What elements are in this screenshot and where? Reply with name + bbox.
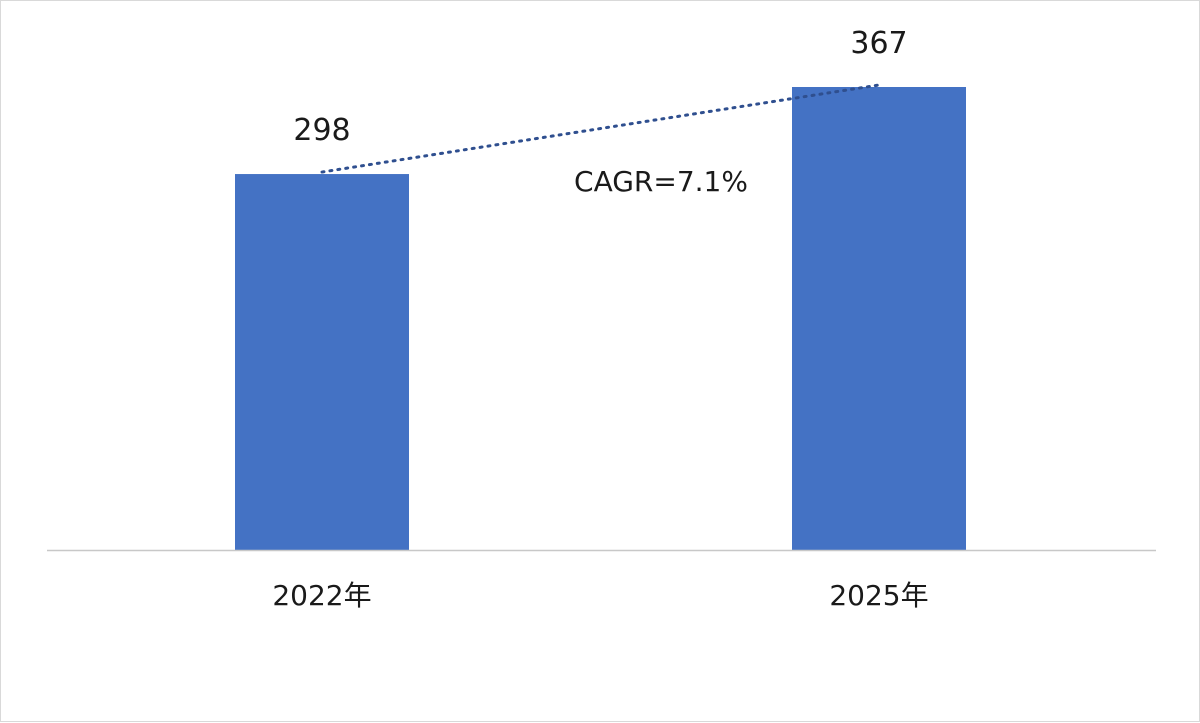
bar-2025 [792,87,966,550]
x-tick-label: 2022年 [272,579,371,612]
data-label: 298 [293,113,350,148]
data-label: 367 [850,26,907,61]
bar-2022 [235,174,409,550]
x-tick-label: 2025年 [829,579,928,612]
trend-line [320,83,881,174]
cagr-annotation: CAGR=7.1% [574,165,748,198]
labels-layer: 298 2022年 367 2025年 [272,26,928,612]
bars-layer [235,87,966,550]
